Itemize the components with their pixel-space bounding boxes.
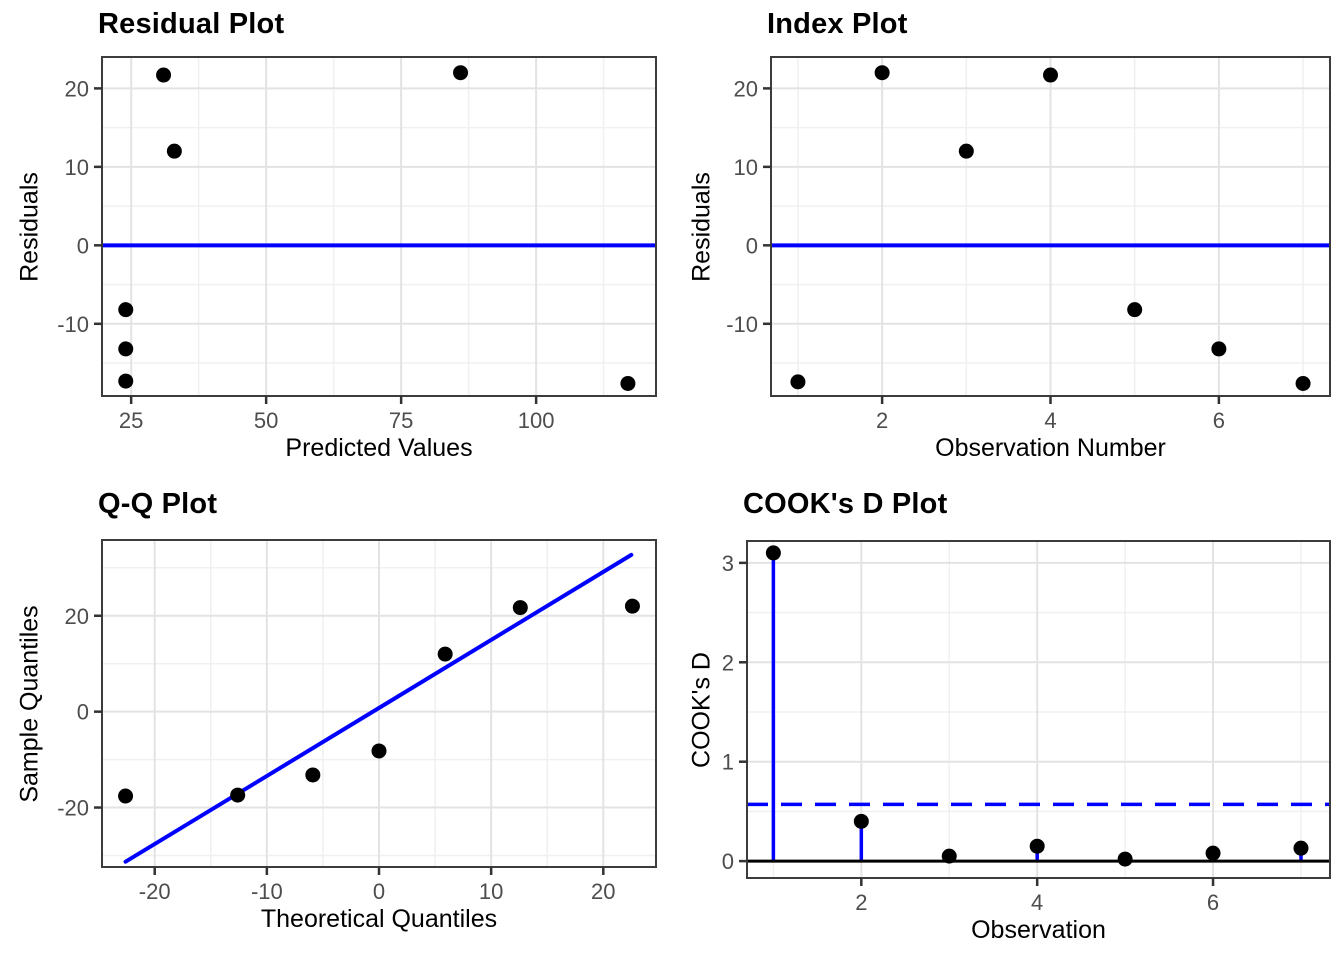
x-tick-label: 4: [1044, 408, 1056, 433]
residual-plot-ylabel: Residuals: [15, 171, 44, 282]
data-point: [118, 373, 134, 389]
data-point: [853, 813, 869, 829]
cooks-d-plot-panel: 2 4 6 0 1 2 3 COOK's D Plot Observation COOK's…: [672, 480, 1344, 960]
index-plot-xlabel: Observation Number: [935, 434, 1166, 462]
x-tick-label: 100: [518, 408, 555, 433]
x-tick-label: 6: [1213, 408, 1225, 433]
x-tick-label: 2: [855, 890, 867, 915]
cooks-d-plot-xlabel: Observation: [971, 916, 1106, 944]
x-tick-label: 25: [119, 408, 143, 433]
data-point: [1295, 375, 1311, 391]
y-tick-label: 2: [722, 650, 734, 675]
cooks-d-plot-ylabel: COOK's D: [687, 651, 716, 768]
data-point: [790, 374, 806, 390]
panel-border: [746, 540, 1331, 879]
y-tick-label: 20: [65, 76, 89, 101]
qq-plot-panel: -20 -10 0 10 20 -20 0 20 Q-Q Plot Theoretical Q…: [0, 480, 672, 960]
qq-plot-xlabel: Theoretical Quantiles: [260, 905, 498, 933]
data-point: [512, 600, 528, 616]
qq-reference-line: [123, 552, 634, 864]
index-plot-title: Index Plot: [767, 8, 908, 40]
data-point: [958, 143, 974, 159]
x-tick-label: 50: [254, 408, 278, 433]
data-point: [1117, 851, 1133, 867]
x-tick-label: -10: [251, 879, 283, 904]
data-point: [1205, 845, 1221, 861]
panel-background: [102, 57, 656, 396]
y-tick-label: -20: [57, 796, 89, 821]
y-tick-label: 20: [734, 76, 758, 101]
data-point: [1211, 341, 1227, 357]
y-tick-label: 3: [722, 551, 734, 576]
residual-plot-title: Residual Plot: [98, 8, 285, 40]
data-point: [624, 598, 640, 614]
data-point: [156, 67, 172, 83]
data-point: [1127, 302, 1143, 318]
x-tick-label: 4: [1031, 890, 1043, 915]
y-tick-label: 10: [65, 155, 89, 180]
x-tick-label: 0: [373, 879, 385, 904]
y-tick-label: 20: [65, 604, 89, 629]
index-plot-canvas: 2 4 6 -10 0 10 20: [726, 56, 1331, 433]
data-point: [118, 302, 134, 318]
data-point: [118, 788, 134, 804]
panel-background: [747, 541, 1330, 878]
cooks-d-plot-title: COOK's D Plot: [743, 488, 948, 520]
y-tick-label: -10: [726, 312, 758, 337]
qq-plot-title: Q-Q Plot: [98, 488, 218, 520]
data-point: [1029, 838, 1045, 854]
residual-plot-panel: 25 50 75 100 -10 0 10 20 Residual Plot Predicte…: [0, 0, 672, 480]
data-point: [371, 743, 387, 759]
y-tick-label: 0: [77, 233, 89, 258]
data-point: [453, 65, 469, 81]
data-point: [437, 646, 453, 662]
cooks-d-plot-canvas: 2 4 6 0 1 2 3: [722, 540, 1331, 915]
data-point: [305, 767, 321, 783]
residual-plot-xlabel: Predicted Values: [285, 434, 473, 462]
x-tick-label: -20: [139, 879, 171, 904]
qq-plot-canvas: -20 -10 0 10 20 -20 0 20: [57, 539, 657, 904]
data-point: [1043, 67, 1058, 83]
x-tick-label: 10: [479, 879, 503, 904]
data-point: [874, 65, 890, 81]
data-point: [166, 143, 182, 159]
x-tick-label: 20: [591, 879, 615, 904]
data-point: [230, 787, 246, 803]
y-tick-label: 10: [734, 155, 758, 180]
x-tick-label: 75: [389, 408, 413, 433]
data-point: [941, 848, 957, 864]
y-tick-label: 0: [722, 849, 734, 874]
y-tick-label: 0: [746, 233, 758, 258]
x-tick-label: 6: [1207, 890, 1219, 915]
y-tick-label: 1: [722, 750, 734, 775]
data-point: [620, 375, 636, 391]
x-tick-label: 2: [876, 408, 888, 433]
y-tick-label: 0: [77, 700, 89, 725]
index-plot-ylabel: Residuals: [687, 171, 716, 282]
data-point: [765, 545, 781, 561]
data-point: [118, 341, 134, 357]
panel-border: [101, 56, 657, 397]
residual-plot-canvas: 25 50 75 100 -10 0 10 20: [57, 56, 657, 433]
data-point: [1293, 840, 1309, 856]
index-plot-panel: 2 4 6 -10 0 10 20 Index Plot Observation Numbe…: [672, 0, 1344, 480]
y-tick-label: -10: [57, 312, 89, 337]
qq-plot-ylabel: Sample Quantiles: [15, 604, 44, 803]
